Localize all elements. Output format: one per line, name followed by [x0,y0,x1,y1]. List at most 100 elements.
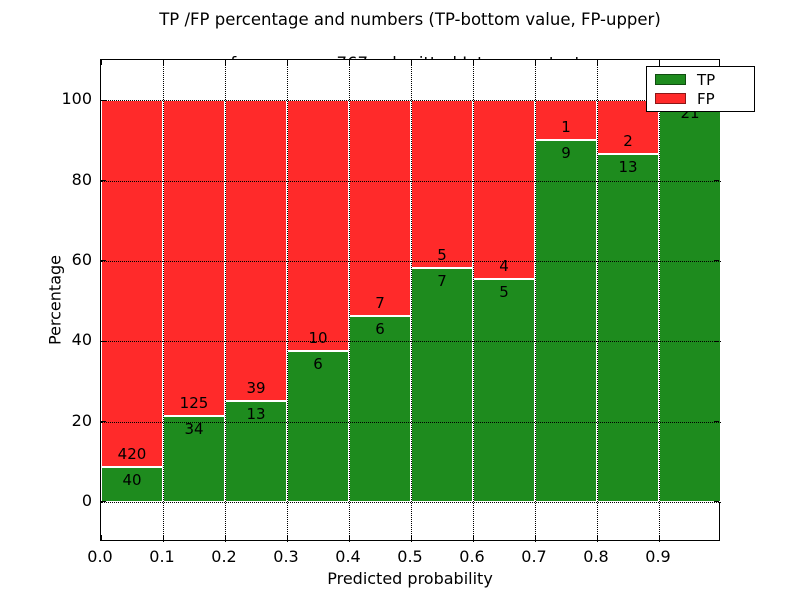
y-tick-label: 80 [71,169,92,189]
fp-legend-swatch [655,93,686,104]
bar-tp-segment [101,466,163,502]
bar-tp-segment [659,100,721,502]
y-tick-mark [101,99,106,101]
x-tick-label: 0.3 [273,547,299,566]
x-tick-mark [100,60,102,65]
bar-tp-segment [349,316,411,502]
y-tick-label: 20 [71,410,92,430]
x-tick-mark [348,60,350,65]
bar-count-label-fp: 4 [499,256,509,275]
x-tick-mark [658,60,660,65]
bar-fp-segment [101,100,163,467]
bar-tp-segment [473,278,535,502]
y-tick-mark [101,180,106,181]
bar-count-label-tp: 13 [618,157,638,176]
tp-legend-label: TP [697,70,716,89]
bar-fp-segment [163,100,225,416]
x-axis-label: Predicted probability [327,569,493,588]
bar-count-label-tp: 7 [437,271,447,290]
bar-tp-segment [163,415,225,502]
gridline-x [163,60,164,542]
x-tick-label: 0.7 [521,547,547,566]
y-tick-mark [101,501,106,503]
bar-count-label-fp: 1 [561,118,571,137]
x-tick-mark [534,60,536,65]
x-tick-mark [348,535,350,540]
x-tick-label: 0.0 [87,547,113,566]
x-tick-mark [286,60,288,65]
bar-count-label-tp: 9 [561,144,571,163]
y-tick-label: 60 [71,249,92,269]
gridline-x [535,60,536,542]
x-tick-label: 0.9 [645,547,671,566]
bar-count-label-tp: 40 [122,470,142,489]
legend-entry-fp: FP [655,90,746,108]
bar-fp-segment [287,100,349,352]
bar-count-label-tp: 6 [375,320,385,339]
gridline-x [473,60,474,542]
legend-entry-tp: TP [655,71,746,89]
bar-fp-segment [535,100,597,141]
x-tick-mark [596,60,598,65]
x-tick-mark [100,535,102,540]
x-tick-mark [472,535,474,540]
x-tick-label: 0.8 [583,547,609,566]
bar-tp-segment [535,140,597,502]
bar-count-label-tp: 13 [246,405,266,424]
gridline-x [225,60,226,542]
bar-fp-segment [349,100,411,317]
x-tick-label: 0.4 [335,547,361,566]
bar-tp-segment [411,267,473,502]
x-tick-label: 0.2 [211,547,237,566]
plot-area: 420 40 125 34 39 13 10 6 7 6 5 7 4 5 1 9 2 13 21 [100,59,721,542]
x-tick-mark [472,60,474,65]
bar-count-label-fp: 125 [179,393,209,412]
gridline-x [597,60,598,542]
bar-count-label-fp: 5 [437,245,447,264]
legend: TP FP [646,66,755,112]
x-tick-mark [658,535,660,540]
y-tick-mark [101,421,106,422]
bar-count-label-fp: 420 [117,444,147,463]
bar-count-label-fp: 7 [375,294,385,313]
y-tick-mark [714,260,719,262]
gridline-x [349,60,350,542]
x-tick-mark [286,535,288,540]
x-tick-mark [162,535,164,540]
x-tick-mark [162,60,164,65]
x-tick-label: 0.6 [459,547,485,566]
chart-title-line1: TP /FP percentage and numbers (TP-bottom… [159,10,661,29]
x-tick-mark [596,535,598,540]
bar-count-label-fp: 39 [246,379,266,398]
bar-count-label-tp: 34 [184,419,204,438]
bar-fp-segment [225,100,287,402]
gridline-x [287,60,288,542]
x-tick-label: 0.1 [149,547,175,566]
x-tick-mark [410,60,412,65]
bar-tp-segment [597,153,659,502]
x-tick-mark [534,535,536,540]
y-tick-mark [714,180,719,181]
x-tick-mark [410,535,412,540]
bar-count-label-fp: 2 [623,131,633,150]
bar-count-label-fp: 10 [308,329,328,348]
bar-fp-segment [411,100,473,268]
bar-count-label-tp: 6 [313,355,323,374]
y-tick-label: 40 [71,330,92,350]
fp-legend-label: FP [697,89,715,108]
y-tick-mark [101,260,106,262]
gridline-x [659,60,660,542]
bar-count-label-tp: 5 [499,282,509,301]
bar-tp-segment [287,351,349,502]
y-tick-mark [714,421,719,422]
tp-legend-swatch [655,74,686,85]
y-tick-label: 100 [61,89,92,109]
y-tick-mark [714,340,719,342]
x-tick-label: 0.5 [397,547,423,566]
x-tick-mark [224,60,226,65]
x-tick-mark [224,535,226,540]
y-tick-mark [101,340,106,342]
bar-tp-segment [225,401,287,502]
gridline-x [411,60,412,542]
